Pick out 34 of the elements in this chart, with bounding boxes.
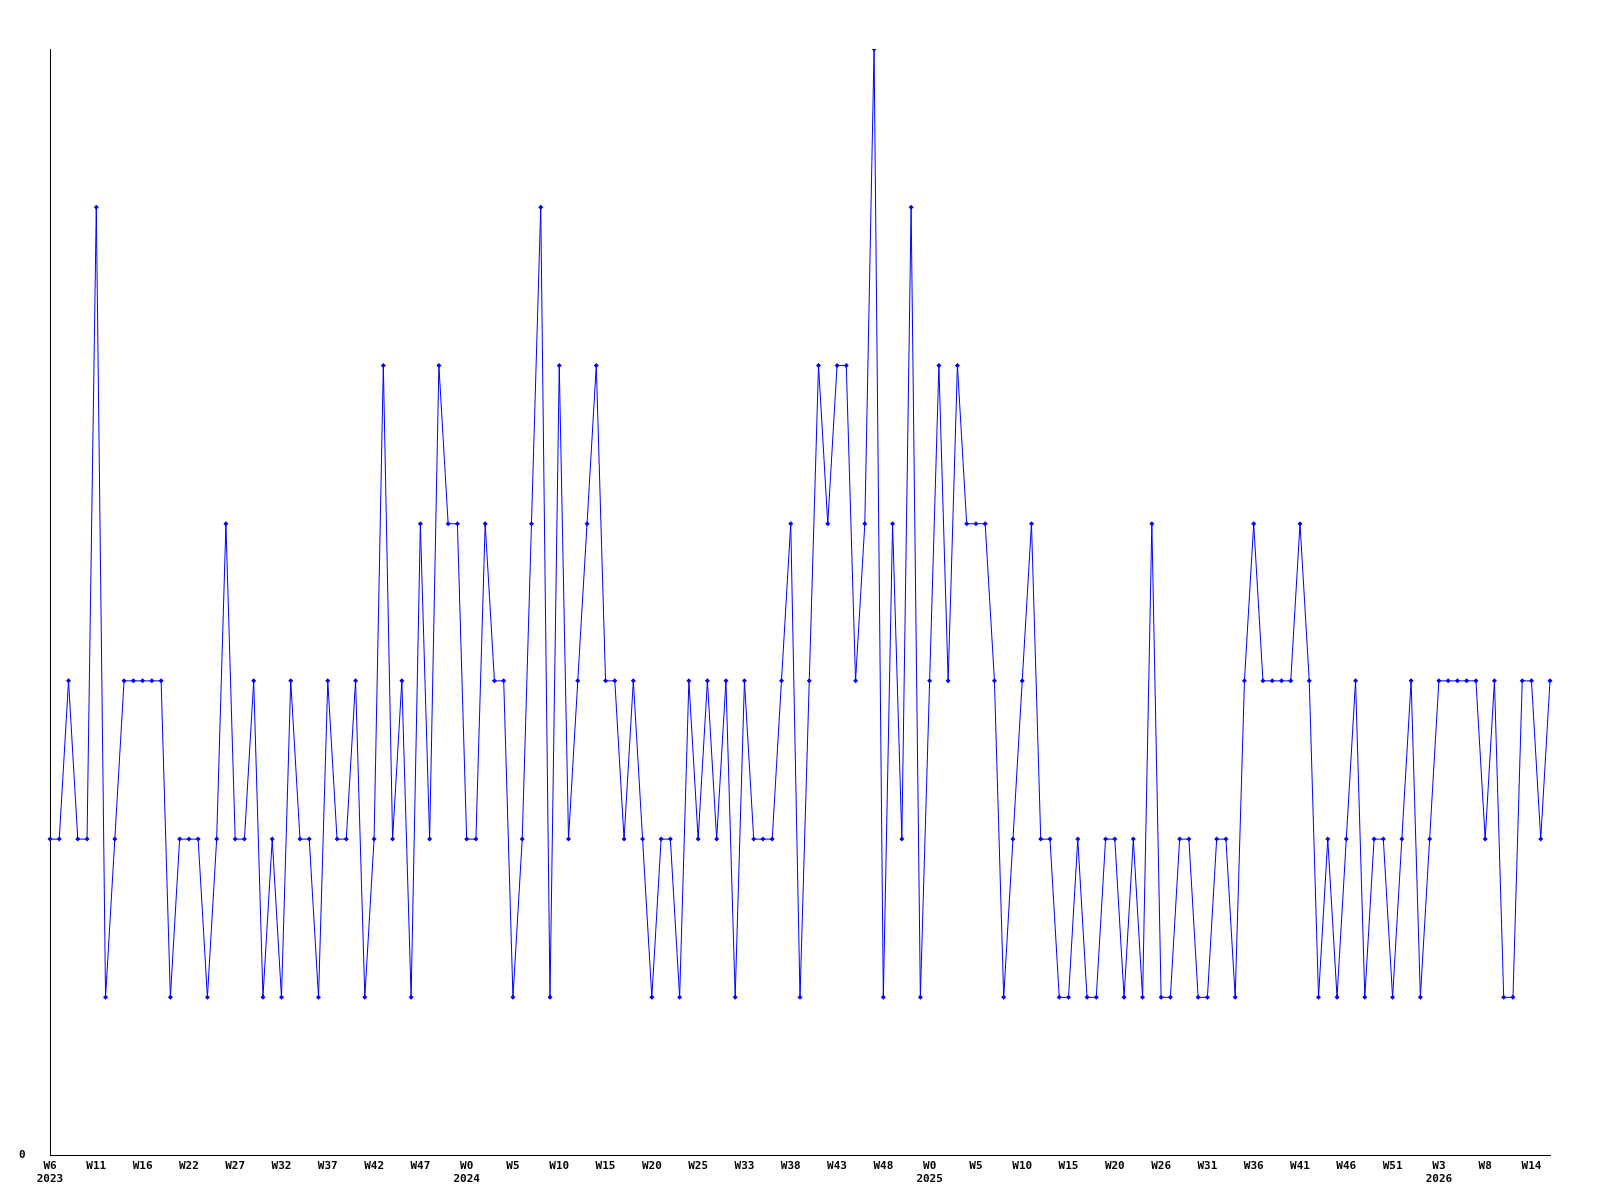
x-tick-label: W47 [410, 1159, 431, 1173]
x-tick-label: W10 [549, 1159, 570, 1173]
text: 0 [19, 1148, 26, 1162]
x-tick-label: W20 [1104, 1159, 1125, 1173]
x-tick-label: W5 [969, 1159, 983, 1173]
x-tick-label: W51 [1382, 1159, 1403, 1173]
x-tick-label: W0 2024 [453, 1159, 481, 1186]
x-tick-label: W6 2023 [36, 1159, 64, 1186]
x-tick-label: W26 [1151, 1159, 1172, 1173]
x-tick-label: W10 [1012, 1159, 1033, 1173]
x-tick-label: W43 [827, 1159, 847, 1173]
x-tick-label: W8 [1478, 1159, 1492, 1173]
x-tick-label: W16 [132, 1159, 153, 1173]
x-tick-label: W37 [317, 1159, 338, 1173]
x-tick-label: W15 [595, 1159, 616, 1173]
x-tick-label: W22 [178, 1159, 199, 1173]
x-tick-label: W33 [734, 1159, 755, 1173]
x-tick-label: W5 [506, 1159, 520, 1173]
x-tick-label: W36 [1243, 1159, 1265, 1173]
x-tick-label: W46 [1336, 1159, 1357, 1173]
x-tick-label: W25 [688, 1159, 709, 1173]
x-tick-label: W11 [86, 1159, 107, 1173]
x-tick-label: W31 [1197, 1159, 1218, 1173]
x-tick-label: W48 [873, 1159, 894, 1173]
x-tick-label: W0 2025 [916, 1159, 943, 1186]
x-tick-label: W41 [1290, 1159, 1311, 1173]
x-tick-label: W42 [364, 1159, 385, 1173]
x-tick-label: W14 [1521, 1159, 1542, 1173]
x-tick-label: W38 [780, 1159, 801, 1173]
x-tick-label: W27 [225, 1159, 246, 1173]
x-tick-label: W32 [271, 1159, 292, 1173]
x-tick-label: W20 [641, 1159, 662, 1173]
x-tick-label: W15 [1058, 1159, 1079, 1173]
x-tick-label: W3 2026 [1425, 1159, 1453, 1186]
